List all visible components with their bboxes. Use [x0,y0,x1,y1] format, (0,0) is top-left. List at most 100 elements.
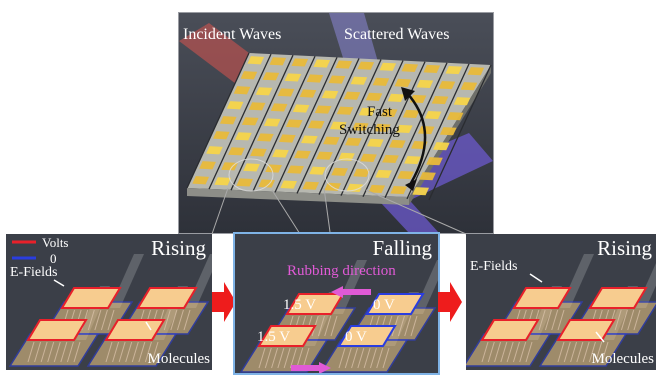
zoom-circle-left [228,158,274,192]
cell-group [466,254,656,367]
switching-arrowhead-top [401,87,415,101]
efields-pointer [53,279,65,287]
metasurface-panel: Incident Waves Scattered Waves Fast Swit… [178,12,494,234]
lower-electrode [8,333,100,367]
metasurface-tile [226,101,244,110]
panel-title: Rising [597,236,652,260]
metasurface-tile [439,127,457,136]
metasurface-tile [368,184,386,194]
electrode-line [296,58,360,194]
metasurface-tile [336,106,354,115]
metasurface-tile [331,167,348,176]
electrode-line [406,63,470,200]
metasurface-tile [323,136,340,145]
rising-panel-right: Rising E-Fields Molecules [466,234,656,370]
metasurface-tile [299,89,317,98]
metasurface-tile [395,124,413,134]
metasurface-tile [279,134,296,143]
metasurface-tile [360,153,377,162]
metasurface-tile [263,118,281,127]
metasurface-tile [309,166,326,175]
incident-waves-label: Incident Waves [183,26,282,43]
upper-electrode [136,287,198,309]
right-arrow-icon [212,282,236,322]
scattered-waves-label: Scattered Waves [344,26,450,43]
metasurface-tile [397,170,414,180]
metasurface-tile [313,59,331,68]
metasurface-tile [306,74,324,83]
upper-electrode [257,325,317,347]
metasurface-tile [375,169,392,179]
upper-electrode [512,287,572,309]
metasurface-tile [367,138,384,147]
molecules-label: Molecules [591,351,654,367]
lower-electrode [239,339,329,373]
metasurface-tile [416,79,434,89]
metasurface-tile [302,181,320,190]
lower-electrode [466,333,552,367]
upper-electrode [337,325,397,347]
metasurface-tile [390,185,408,195]
electrode-line [318,59,382,195]
panel-title: Rising [151,236,206,260]
lower-electrode [538,333,628,367]
metasurface-tile [467,67,485,76]
legend-volts-label: Volts [42,235,69,250]
cell-group [239,260,438,373]
metasurface-tile [206,146,223,155]
rubbing-arrow-top-head [331,286,343,298]
upper-electrode [365,293,425,315]
electrode-line [340,60,404,196]
metasurface-tile [433,142,450,151]
metasurface-tile [387,93,405,102]
rubbing-arrow-bottom-head [319,362,331,373]
efields-label: E-Fields [10,265,58,280]
molecules-pointer [595,331,605,343]
metasurface-tile [250,148,267,157]
metasurface-tile [301,135,318,144]
switch-label-fast: Fast [367,104,393,120]
efields-pointer [529,273,543,283]
metasurface-tile [228,147,245,156]
metasurface-tile [404,155,421,165]
metasurface-tile [277,88,295,97]
connector-line [211,187,229,235]
electrode-line [252,56,316,192]
metasurface-tile [345,137,362,146]
upper-electrode [480,319,540,341]
zoom-circle-right [324,158,370,192]
metasurface-tile [328,75,346,84]
slab-edge-front [187,188,409,205]
electrode-line [208,53,272,190]
metasurface-tile [280,180,298,189]
electrode-line [186,52,250,189]
metasurface-tile [270,103,288,112]
metasurface-tile [292,104,310,113]
metasurface-tile [358,107,376,116]
upper-electrode [104,319,166,341]
efields-label: E-Fields [470,259,518,274]
metasurface-tile [423,64,441,74]
metasurface-tile [243,163,260,172]
right-arrow-icon [438,282,462,322]
metasurface-tile [329,121,347,130]
metasurface-tile [247,56,265,65]
metasurface-tile [335,60,353,69]
metasurface-tile [284,73,302,82]
metasurface-tile [285,119,303,128]
back-plate [560,254,594,308]
metasurface-tile [350,76,368,85]
metasurface-tile [272,149,289,158]
metasurface-tile [294,150,311,159]
molecules-label: Molecules [147,351,210,367]
metasurface-tile [219,116,237,125]
metasurface-tile [287,165,304,174]
molecules-pointer [145,321,152,331]
metasurface-tile [221,162,238,171]
electrode-line [384,62,448,199]
metasurface-tile [389,139,406,149]
metasurface-tile [460,82,478,91]
switch-label-switching: Switching [339,122,400,138]
metasurface-tile [351,122,369,131]
